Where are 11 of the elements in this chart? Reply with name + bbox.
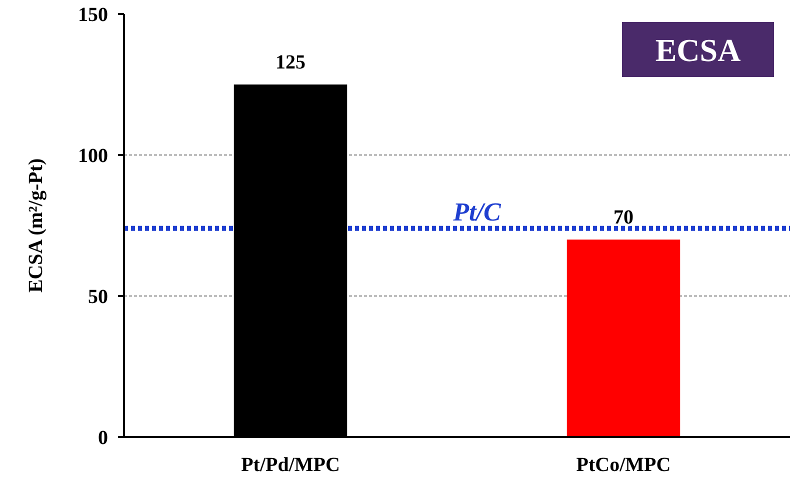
y-tick-label: 0 bbox=[98, 427, 108, 449]
y-tick-label: 100 bbox=[78, 145, 108, 167]
x-tick-label: PtCo/MPC bbox=[576, 454, 671, 476]
ref-line-label: Pt/C bbox=[452, 197, 502, 226]
y-tick-label: 150 bbox=[78, 4, 108, 26]
data-label: 70 bbox=[614, 206, 634, 229]
x-tick-label: Pt/Pd/MPC bbox=[241, 454, 340, 476]
y-tick-label: 50 bbox=[88, 286, 108, 308]
data-label: 125 bbox=[276, 52, 306, 74]
y-axis-title: ECSA (m²/g-Pt) bbox=[25, 158, 47, 293]
text: ECSA bbox=[655, 32, 741, 68]
